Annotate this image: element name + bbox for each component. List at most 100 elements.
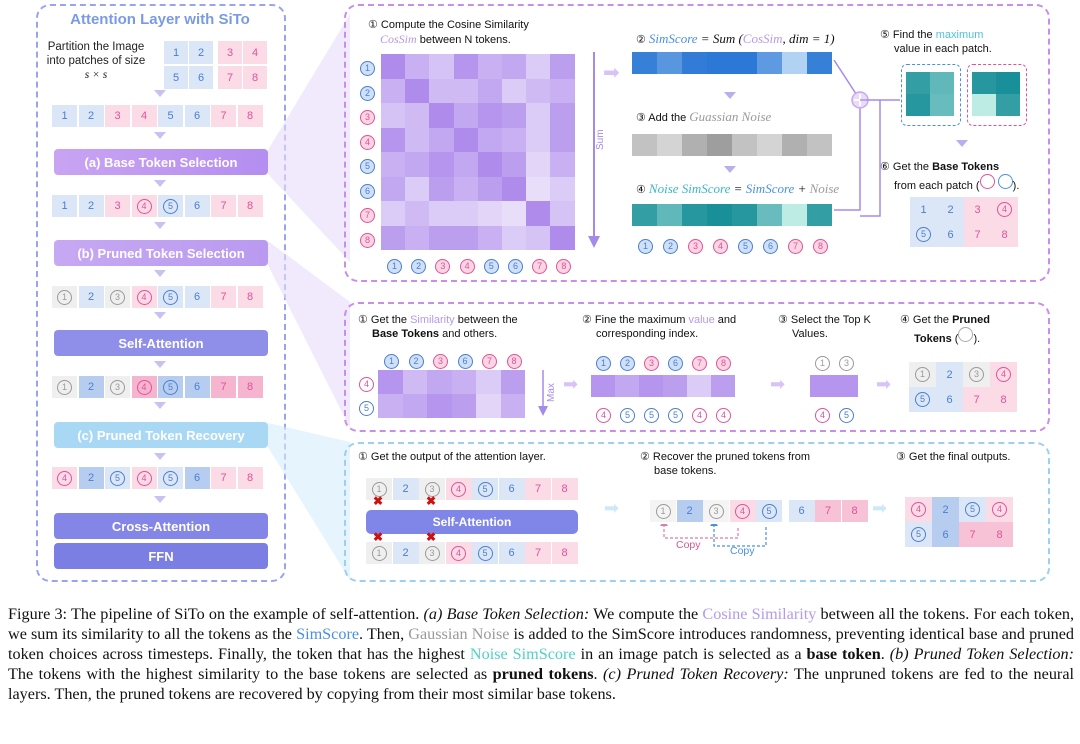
col-label-circle: 2: [620, 356, 635, 371]
partition-grid-cell: 7: [218, 66, 242, 89]
sequence-token: 4: [52, 467, 77, 489]
simscore-cell: [682, 52, 707, 74]
panel-a-step4: ④ Noise SimScore = SimScore + Noise: [636, 181, 840, 197]
right-arrow-icon: ➡: [604, 498, 620, 518]
matrix-cell: [477, 127, 502, 152]
noise-cell: [807, 134, 832, 156]
pruned-token-selection-pill: (b) Pruned Token Selection: [54, 240, 268, 266]
pruned-grid-cell: 5: [909, 387, 936, 412]
matrix-cell: [453, 78, 478, 103]
matrix-cell: [381, 54, 406, 79]
sim-cell: [476, 394, 501, 418]
partition-grid-cell: 5: [164, 66, 188, 89]
ns-label: 5: [738, 236, 753, 254]
max-idx-circle: 4: [716, 408, 731, 423]
col-label-circle: 8: [506, 354, 522, 369]
topk-head: 3: [839, 353, 854, 371]
matrix-cell: [453, 54, 478, 79]
noise-simscore-cell: [732, 204, 757, 226]
row-label-circle: 7: [360, 208, 375, 223]
max-cell: [687, 375, 711, 397]
row-label-circle: 5: [360, 159, 375, 174]
figure-caption: Figure 3: The pipeline of SiTo on the ex…: [8, 605, 1075, 703]
attention-output-token: 4: [445, 542, 472, 564]
row-label: 5: [359, 398, 374, 416]
attention-input-token: 2: [392, 478, 419, 500]
attention-input-token: 8: [551, 478, 578, 500]
sequence-token: 7: [211, 195, 236, 217]
col-label-circle: 6: [668, 356, 683, 371]
simscore-cell: [732, 52, 757, 74]
matrix-cell: [477, 176, 502, 201]
topk-head-circle: 1: [815, 356, 830, 371]
token-circle: 4: [451, 481, 466, 497]
matrix-cell: [477, 54, 502, 79]
recovered-token: 8: [841, 500, 868, 522]
token-circle: 4: [997, 202, 1012, 217]
token-circle: 5: [477, 545, 493, 561]
noise-simscore-cell: [757, 204, 782, 226]
sim-cell: [500, 370, 525, 394]
matrix-cell: [477, 225, 502, 250]
token-circle: 3: [110, 289, 125, 305]
row-label-circle: 8: [360, 232, 375, 248]
patch2-cell: [972, 72, 996, 94]
token-circle: 3: [424, 481, 440, 497]
token-circle: 4: [136, 289, 152, 305]
sequence-token: 1: [52, 195, 77, 217]
col-label: 7: [532, 256, 548, 274]
ns-label: 4: [713, 236, 728, 254]
sequence-token: 6: [184, 467, 210, 489]
col-label: 3: [644, 353, 659, 371]
attention-input-token: 6: [498, 478, 525, 500]
noise-cell: [732, 134, 757, 156]
recovered-token: 2: [676, 500, 703, 522]
matrix-cell: [550, 176, 575, 201]
panel-b: [344, 302, 1050, 432]
row-label-circle: 6: [360, 183, 375, 199]
sequence-token: 4: [131, 195, 157, 217]
col-label-circle: 2: [408, 354, 424, 369]
col-label: 1: [387, 256, 402, 274]
col-label-circle: 2: [411, 259, 427, 274]
simscore-cell: [657, 52, 682, 74]
matrix-cell: [429, 103, 454, 128]
matrix-cell: [550, 152, 575, 177]
sequence-token: 6: [184, 376, 210, 398]
max-cell: [639, 375, 663, 397]
matrix-cell: [477, 201, 502, 226]
down-arrow-icon: [724, 166, 736, 173]
sequence-token: 8: [237, 376, 263, 398]
sim-cell: [402, 370, 427, 394]
col-label-circle: 7: [532, 259, 548, 274]
recovered-token: 1: [650, 500, 676, 522]
matrix-cell: [550, 225, 575, 250]
topk-idx-circle: 5: [839, 408, 854, 423]
noise-cell: [757, 134, 782, 156]
ns-label-circle: 3: [688, 239, 703, 254]
sequence-token: 5: [158, 376, 183, 398]
matrix-cell: [502, 78, 527, 103]
sim-cell: [402, 394, 427, 418]
base-grid-cell: 5: [910, 222, 937, 247]
matrix-cell: [429, 176, 454, 201]
max-idx-circle: 4: [692, 408, 707, 423]
sequence-token: 1: [52, 105, 77, 127]
max-idx-circle: 5: [644, 408, 659, 423]
col-label: 3: [435, 256, 451, 274]
matrix-cell: [429, 225, 454, 250]
token-circle: 5: [911, 527, 926, 542]
noise-simscore-cell: [707, 204, 732, 226]
ns-label-circle: 6: [763, 239, 778, 254]
token-circle: 4: [735, 503, 750, 519]
max-idx: 4: [716, 405, 731, 423]
token-circle: 5: [965, 502, 980, 517]
panel-c-step2: ② Recover the pruned tokens from base to…: [640, 451, 811, 477]
row-label-circle: 3: [360, 110, 375, 125]
token-circle: 4: [996, 367, 1011, 382]
token-circle: 5: [163, 198, 178, 214]
matrix-cell: [526, 176, 551, 201]
sequence-token: 3: [105, 195, 130, 217]
col-label-circle: 4: [459, 259, 475, 274]
ffn-pill: FFN: [54, 543, 268, 569]
